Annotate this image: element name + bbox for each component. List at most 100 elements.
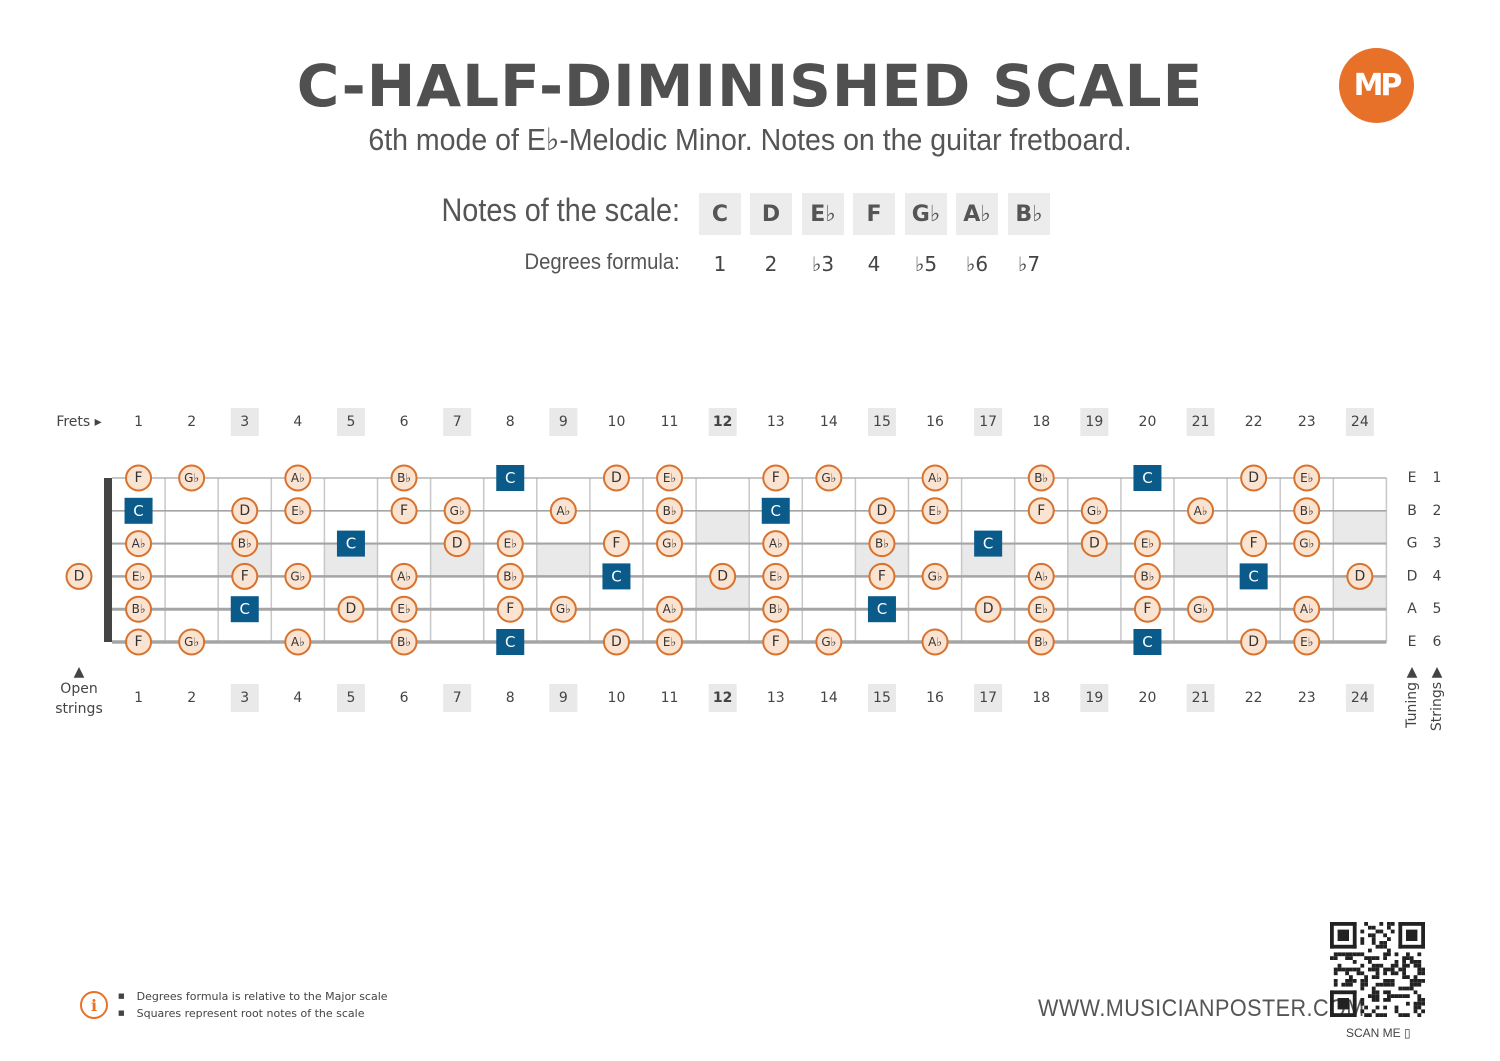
root-note-label: C [771,502,781,520]
qr-module [1379,963,1384,968]
fret-number-top: 24 [1351,414,1369,430]
root-note-square [124,497,153,524]
qr-module [1417,979,1422,983]
qr-code-icon[interactable] [1330,922,1425,1017]
fret-marker-box [549,408,578,436]
scale-note-circle [125,562,153,590]
qr-module [1417,960,1422,964]
qr-module [1330,1013,1357,1017]
scale-note-label: A♭ [132,537,146,551]
qr-module [1352,990,1357,1017]
qr-module [1394,1009,1399,1014]
fret-marker-box [336,684,365,712]
qr-module [1364,922,1368,926]
scale-note-label: D [717,568,728,584]
fret-number-top: 4 [293,414,302,430]
fret-inlay [1174,543,1228,577]
qr-module [1383,982,1387,987]
qr-module [1406,975,1410,979]
qr-module [1371,956,1376,960]
scale-note-circle [921,628,949,656]
fret-inlay [1333,510,1387,544]
scale-note-label: B♭ [397,635,411,649]
qr-module [1421,979,1425,983]
string-tuning: A [1407,601,1417,617]
fret-number-top: 20 [1139,414,1157,430]
fret-number-bottom: 11 [661,690,679,706]
qr-module [1364,979,1368,983]
scale-note-label: G♭ [662,537,677,551]
scale-note-circle [1293,464,1321,492]
fret-marker-box [708,408,737,436]
scale-note-label: G♭ [290,569,305,583]
scale-note-label: B♭ [1300,504,1314,518]
qr-module [1383,998,1387,1002]
scale-note-label: D [1248,634,1259,650]
scale-note-label: F [1143,601,1151,617]
qr-module [1368,960,1372,964]
qr-module [1417,1005,1422,1010]
scale-note-circle [1293,497,1321,525]
scale-note-box: C [699,193,741,235]
qr-module [1406,994,1410,998]
root-note-label: C [611,567,621,585]
root-note-label: C [133,502,143,520]
qr-module [1356,952,1361,957]
qr-module [1360,1001,1365,1006]
scale-note-circle [602,530,630,558]
fret-marker-box [1345,408,1374,436]
root-note-label: C [1248,567,1258,585]
qr-module [1383,941,1387,945]
qr-module [1413,1005,1418,1010]
qr-module [1356,967,1361,972]
page-subtitle: 6th mode of E♭-Melodic Minor. Notes on t… [368,122,1132,157]
root-note-square [1133,465,1162,491]
qr-module [1360,963,1365,968]
scale-note-label: G♭ [1299,537,1314,551]
scan-me-label: SCAN ME ▯ [1346,1026,1411,1040]
root-note-label: C [346,535,356,553]
qr-module [1368,1013,1372,1017]
root-note-square [230,596,259,623]
qr-module [1402,967,1406,972]
qr-module [1375,994,1380,998]
scale-note-circle [65,562,93,590]
scale-note-label: E♭ [1035,602,1048,616]
qr-module [1406,952,1410,957]
website-link[interactable]: WWW.MUSICIANPOSTER.COM [1038,995,1365,1022]
scale-note-label: B♭ [238,537,252,551]
open-strings-label: Open [60,681,97,697]
qr-module [1330,922,1334,949]
scale-note-circle [1027,628,1055,656]
qr-module [1383,1005,1387,1010]
qr-module [1383,933,1387,938]
scale-note-label: A♭ [928,471,942,485]
scale-note-circle [549,497,577,525]
qr-module [1409,979,1414,983]
scale-note-label: E♭ [291,504,304,518]
strings-label: Strings [1429,682,1445,731]
qr-module [1406,956,1410,960]
scale-note-circle [762,628,790,656]
qr-module [1371,933,1376,938]
scale-degree: ♭7 [1017,252,1041,276]
scale-note-circle [125,595,153,623]
qr-module [1330,956,1334,960]
qr-module [1406,1001,1410,1006]
qr-module [1379,929,1384,934]
fret-number-top: 17 [979,414,997,430]
string-number: 3 [1433,536,1442,552]
qr-module [1371,990,1376,995]
scale-note-circle [1080,497,1108,525]
scale-note-label: G♭ [184,471,199,485]
scale-note-label: G♭ [184,635,199,649]
scale-note-label: F [612,536,620,552]
fret-number-top: 21 [1192,414,1210,430]
qr-module [1352,952,1357,957]
qr-module [1390,963,1395,968]
qr-module [1375,944,1380,949]
scale-note-circle [762,530,790,558]
string-tuning: E [1408,470,1417,486]
qr-module [1402,963,1406,968]
root-note-label: C [1142,469,1152,487]
